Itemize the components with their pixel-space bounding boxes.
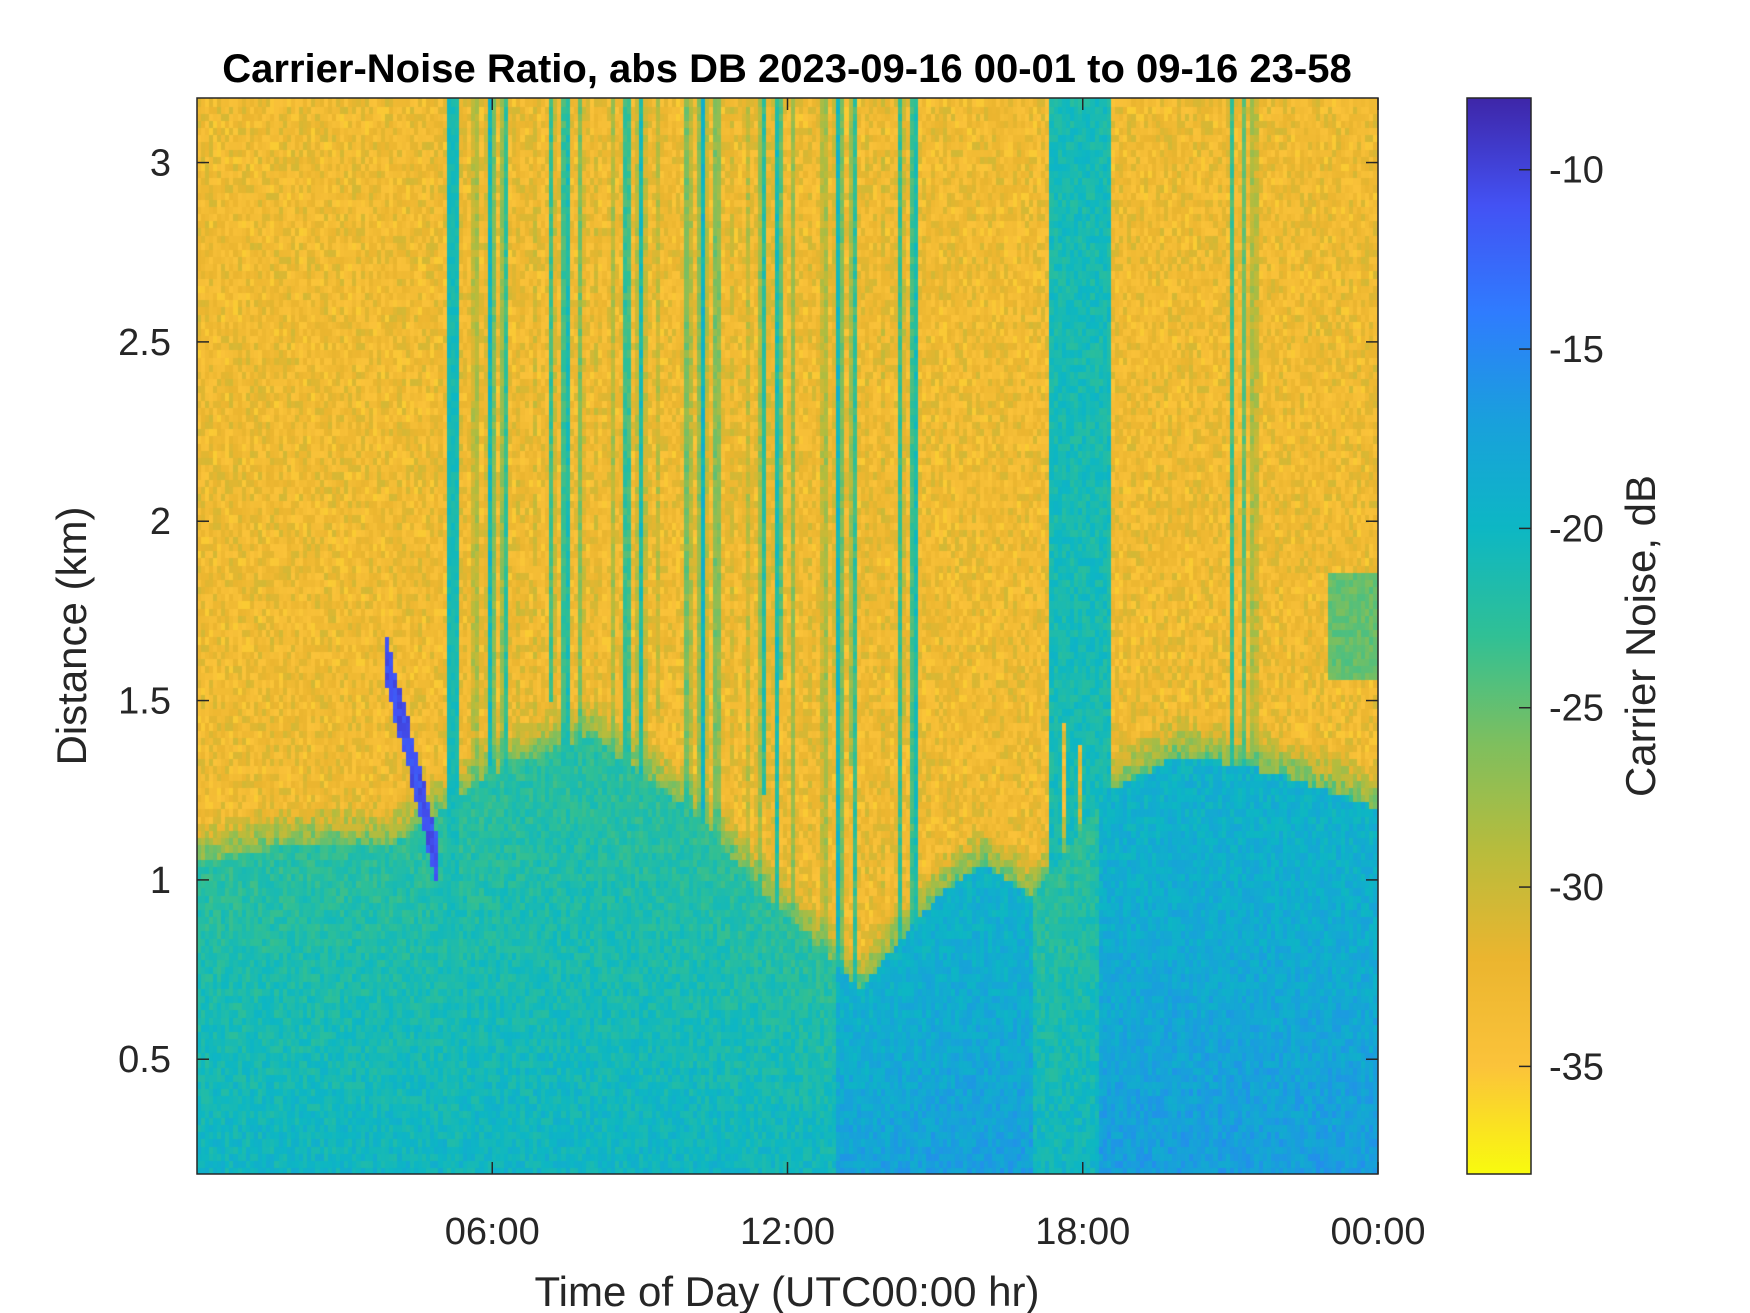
chart-title: Carrier-Noise Ratio, abs DB 2023-09-16 0… xyxy=(222,47,1351,91)
x-tick-label: 18:00 xyxy=(1035,1211,1130,1253)
y-tick-label: 1.5 xyxy=(118,681,171,723)
y-tick-label: 2.5 xyxy=(118,322,171,364)
x-tick-label: 00:00 xyxy=(1330,1211,1425,1253)
x-axis-label: Time of Day (UTC00:00 hr) xyxy=(535,1268,1040,1313)
colorbar-tick-label: -35 xyxy=(1549,1046,1604,1088)
y-tick-label: 0.5 xyxy=(118,1039,171,1081)
colorbar-tick-label: -10 xyxy=(1549,150,1604,192)
y-tick-label: 1 xyxy=(150,860,171,902)
heatmap-canvas-holder xyxy=(197,98,1378,1174)
colorbar-tick-label: -20 xyxy=(1549,508,1604,550)
x-tick-label: 06:00 xyxy=(445,1211,540,1253)
colorbar-tick-label: -15 xyxy=(1549,329,1604,371)
y-tick-label: 2 xyxy=(150,501,171,543)
x-axis: 06:00 12:00 18:00 00:00 xyxy=(445,98,1426,1253)
heatmap-image xyxy=(197,98,1378,1174)
colorbar-label: Carrier Noise, dB xyxy=(1617,475,1664,797)
y-axis-label: Distance (km) xyxy=(48,506,95,765)
colorbar-ticks: -10 -15 -20 -25 -30 -35 xyxy=(1519,150,1604,1088)
colorbar: -10 -15 -20 -25 -30 -35 Carrier Noise, dB xyxy=(1466,97,1664,1175)
x-tick-label: 12:00 xyxy=(740,1211,835,1253)
y-tick-label: 3 xyxy=(150,143,171,185)
colorbar-tick-label: -25 xyxy=(1549,688,1604,730)
colorbar-tick-label: -30 xyxy=(1549,867,1604,909)
y-axis: 0.5 1 1.5 2 2.5 3 xyxy=(118,143,1378,1081)
colorbar-gradient xyxy=(1466,97,1532,1175)
